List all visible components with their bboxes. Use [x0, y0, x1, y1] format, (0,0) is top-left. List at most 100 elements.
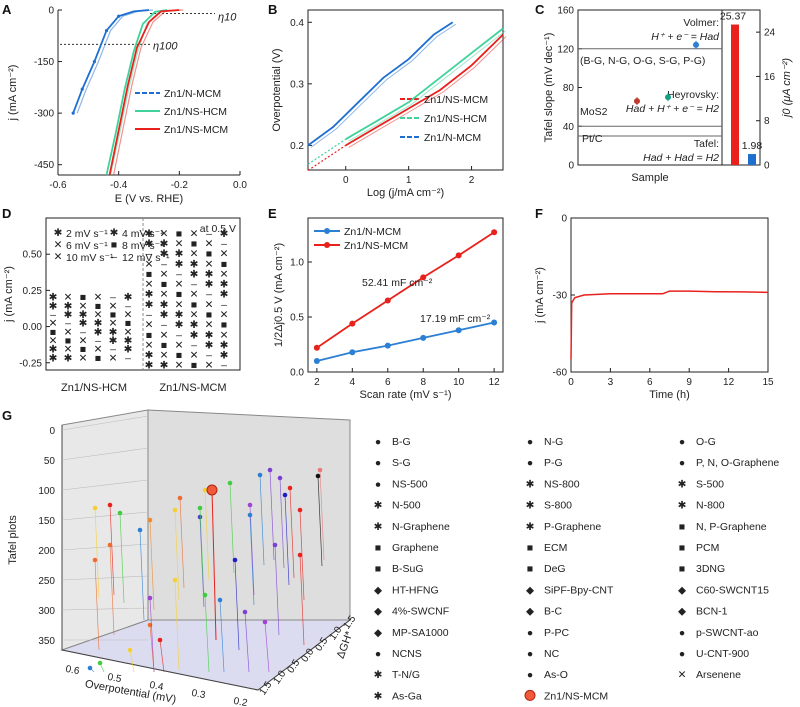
- data-point: [104, 29, 109, 33]
- data-point: ✱: [94, 326, 103, 338]
- data-point: ✱: [124, 344, 133, 356]
- data-point: ■: [206, 309, 212, 321]
- data-point: [177, 495, 183, 501]
- legend-label: NCNS: [392, 648, 422, 660]
- drop-line: [129, 649, 135, 673]
- y-tick-label: 100: [38, 486, 55, 497]
- data-point: ■: [80, 292, 86, 304]
- y-tick-label: -30: [553, 291, 568, 302]
- annotation-eta100: η100: [153, 40, 178, 52]
- data-point: [147, 595, 153, 601]
- data-point: –: [191, 279, 197, 291]
- reference-equation: H⁺ + e⁻ = Had: [651, 31, 720, 43]
- series-line: [570, 290, 769, 360]
- legend-label: NC: [544, 648, 560, 660]
- legend-label: Zn1/N-MCM: [344, 226, 401, 238]
- drop-line: [279, 477, 285, 569]
- data-point: ✱: [205, 279, 214, 291]
- data-point: [137, 527, 143, 533]
- x-tick-label: 0.3: [191, 688, 207, 701]
- data-point: ■: [221, 258, 227, 270]
- drop-line: [174, 509, 180, 601]
- legend-label: S-800: [544, 500, 572, 512]
- legend-marker: [324, 228, 330, 234]
- legend-label: Zn1/NS-MCM: [424, 94, 488, 106]
- data-point: ✕: [175, 360, 184, 372]
- data-point: [247, 502, 253, 508]
- data-point: ■: [161, 339, 167, 351]
- data-label: 1.98: [742, 140, 763, 152]
- data-point: –: [221, 360, 227, 372]
- legend-label: N-800: [696, 500, 725, 512]
- drop-line: [319, 469, 325, 561]
- data-point: ✱: [64, 309, 73, 321]
- data-point: ✕: [220, 248, 229, 260]
- legend-label: BCN-1: [696, 606, 728, 618]
- data-point: ✕: [79, 335, 88, 347]
- data-point: [297, 507, 303, 513]
- series-line-light: [109, 9, 172, 176]
- y-tick-label: 0: [568, 161, 574, 172]
- series-line: [345, 27, 504, 140]
- drop-line: [119, 512, 125, 604]
- panel-label-b: B: [268, 2, 277, 17]
- data-point: –: [191, 339, 197, 351]
- data-point: ✕: [160, 289, 169, 301]
- legend-marker: –: [111, 251, 117, 263]
- data-point: ✕: [109, 352, 118, 364]
- data-point: [117, 14, 121, 18]
- reference-equation: Had + H⁺ + e⁻ = H2: [626, 103, 719, 115]
- legend-marker: ●: [527, 457, 533, 469]
- group-label: Pt/C: [582, 133, 603, 145]
- data-point: [420, 274, 427, 281]
- data-point: –: [110, 344, 116, 356]
- group-label: (B-G, N-G, O-G, S-G, P-G): [580, 55, 705, 67]
- x-tick-label: -0.2: [171, 180, 189, 191]
- x-tick-label: -0.6: [49, 180, 67, 191]
- data-point: [384, 342, 391, 349]
- data-point: ✱: [49, 352, 58, 364]
- x-tick-label: -0.4: [110, 180, 128, 191]
- data-point: ✱: [190, 329, 199, 341]
- data-point: ✱: [190, 319, 199, 331]
- legend-label: p-SWCNT-ao: [696, 627, 759, 639]
- data-point: ✕: [79, 300, 88, 312]
- data-point: [297, 552, 303, 558]
- drop-line: [94, 507, 100, 599]
- data-point: –: [146, 309, 152, 321]
- y-tick-label: 0.3: [290, 79, 304, 90]
- data-point: [147, 517, 153, 523]
- data-point: ✕: [94, 344, 103, 356]
- data-point: [172, 507, 178, 513]
- y-tick-label: 160: [557, 6, 574, 17]
- y-axis-label: Tafel plots: [7, 515, 19, 565]
- data-point: [92, 505, 98, 511]
- data-point: [317, 467, 323, 473]
- data-point: [384, 297, 391, 304]
- y-tick-label: 0.5: [290, 313, 304, 324]
- data-point: ✕: [190, 309, 199, 321]
- data-point: ✱: [220, 339, 229, 351]
- grid-line: [61, 415, 149, 431]
- x-tick-label: 10: [453, 377, 465, 388]
- data-point: ■: [176, 350, 182, 362]
- data-point: ✕: [49, 335, 58, 347]
- legend-marker: ■: [527, 542, 533, 554]
- data-point: ✱: [79, 309, 88, 321]
- data-point: ✱: [64, 352, 73, 364]
- data-point: ✕: [124, 326, 133, 338]
- legend-label: P-PC: [544, 627, 570, 639]
- data-point: ✕: [190, 228, 199, 240]
- data-point: ✱: [145, 360, 154, 372]
- annotation-eta10: η10: [218, 11, 237, 23]
- data-point: –: [206, 228, 212, 240]
- legend-marker: ■: [375, 563, 381, 575]
- legend-label: 10 mV s⁻¹: [66, 252, 114, 264]
- legend-label: ECM: [544, 542, 567, 554]
- drop-line: [204, 594, 210, 673]
- legend-marker: [324, 242, 330, 248]
- legend-label: O-G: [696, 436, 716, 448]
- y-axis-label: Overpotential (V): [271, 48, 283, 131]
- data-point: ✱: [160, 299, 169, 311]
- legend-marker: ◆: [374, 627, 383, 639]
